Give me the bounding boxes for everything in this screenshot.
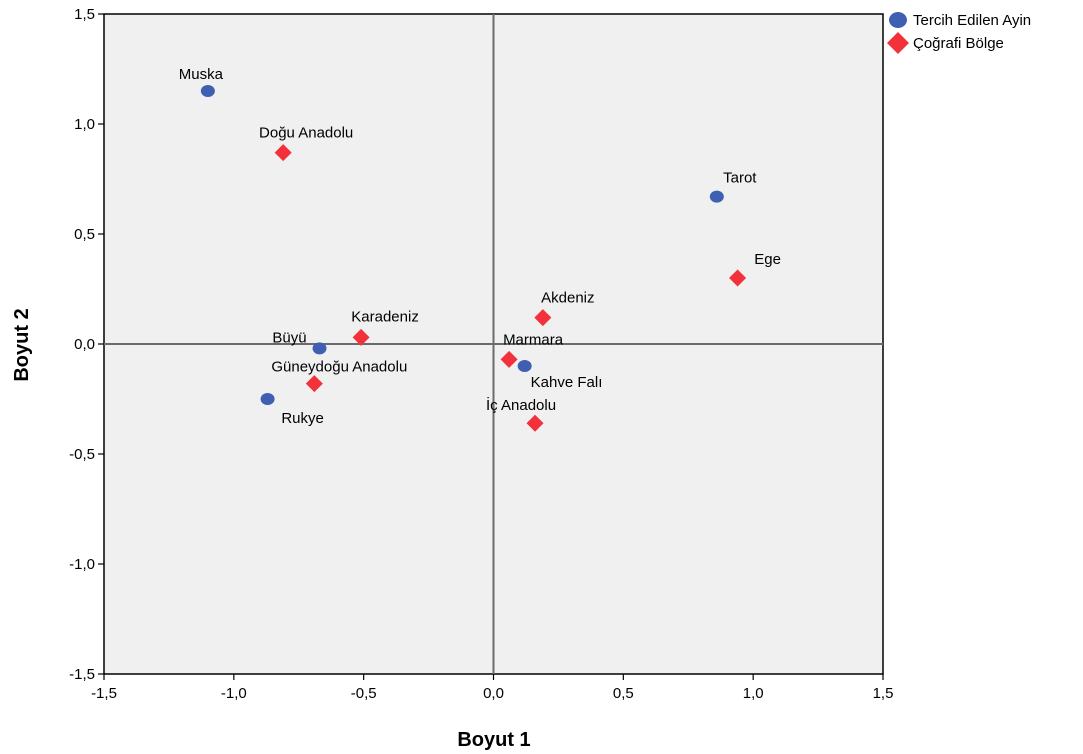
legend: Tercih Edilen Ayin Çoğrafi Bölge [887, 12, 1031, 54]
point-marker-diamond [274, 144, 292, 162]
x-tick-label: 0,5 [613, 685, 634, 702]
legend-label: Tercih Edilen Ayin [913, 12, 1031, 29]
point-label: Tarot [723, 170, 757, 187]
x-tick-label: -0,5 [351, 685, 377, 702]
point-marker-circle [200, 85, 215, 97]
point-marker-circle [260, 393, 275, 405]
y-tick-label: 0,5 [74, 226, 95, 243]
y-tick-label: -1,0 [69, 556, 95, 573]
point-marker-circle [517, 360, 532, 372]
point-marker-diamond [500, 350, 518, 368]
y-tick-label: 0,0 [74, 336, 95, 353]
y-tick-label: -1,5 [69, 666, 95, 683]
point-label: Ege [754, 251, 781, 268]
x-tick-label: -1,5 [91, 685, 117, 702]
point-label: Karadeniz [351, 308, 419, 325]
point-labels: Muska Tarot Büyü Kahve Falı Rukye Doğu Anadol… [179, 66, 781, 427]
point-marker-diamond [729, 269, 747, 287]
y-axis: -1,5 -1,0 -0,5 0,0 0,5 1,0 1,5 [69, 6, 104, 683]
point-marker-diamond [526, 414, 544, 432]
point-label: Kahve Falı [531, 374, 603, 391]
point-label: Rukye [281, 410, 324, 427]
point-label: İç Anadolu [486, 396, 556, 414]
x-tick-label: 1,5 [873, 685, 894, 702]
legend-marker-diamond [887, 32, 909, 54]
point-label: Muska [179, 66, 224, 83]
data-points [200, 85, 747, 432]
point-label: Akdeniz [541, 290, 594, 307]
x-tick-label: 0,0 [483, 685, 504, 702]
reference-lines [104, 14, 883, 674]
point-marker-circle [312, 342, 327, 355]
point-label: Büyü [272, 329, 306, 346]
x-tick-label: -1,0 [221, 685, 247, 702]
point-label: Marmara [503, 331, 564, 348]
y-tick-label: -0,5 [69, 446, 95, 463]
point-marker-diamond [305, 375, 323, 393]
y-axis-title: Boyut 2 [11, 308, 33, 381]
point-label: Güneydoğu Anadolu [271, 359, 407, 376]
point-marker-circle [709, 190, 724, 203]
point-marker-diamond [534, 309, 552, 327]
legend-marker-circle [889, 12, 907, 28]
point-label: Doğu Anadolu [259, 125, 353, 142]
x-tick-label: 1,0 [743, 685, 764, 702]
x-axis-title: Boyut 1 [457, 729, 530, 751]
y-tick-label: 1,5 [74, 6, 95, 23]
point-marker-diamond [352, 328, 370, 346]
legend-label: Çoğrafi Bölge [913, 35, 1004, 52]
x-axis: -1,5 -1,0 -0,5 0,0 0,5 1,0 1,5 [91, 674, 893, 702]
y-tick-label: 1,0 [74, 116, 95, 133]
